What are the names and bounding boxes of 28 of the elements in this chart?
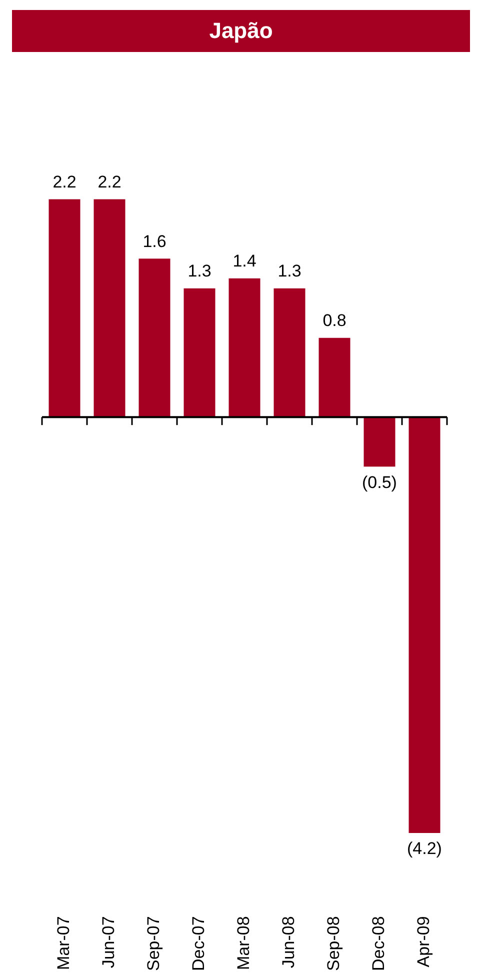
bar <box>408 417 440 833</box>
data-label: 2.2 <box>52 172 76 192</box>
data-label: 1.4 <box>232 252 256 271</box>
bar <box>138 258 170 418</box>
x-tick-label: Apr-09 <box>414 916 434 968</box>
data-label: (0.5) <box>362 472 397 492</box>
data-label: (4.2) <box>407 839 442 858</box>
x-tick-label: Mar-07 <box>54 916 74 970</box>
data-label: 1.3 <box>278 262 302 281</box>
x-tick-label: Sep-07 <box>144 916 164 972</box>
chart-title: Japão <box>12 10 470 52</box>
x-tick-label: Dec-07 <box>189 916 208 971</box>
x-tick-label: Mar-08 <box>234 916 254 970</box>
x-tick-label: Dec-08 <box>369 916 388 971</box>
data-label: 0.8 <box>322 311 346 330</box>
bar <box>48 199 80 418</box>
bar <box>364 417 396 467</box>
bar <box>94 199 126 418</box>
bar <box>228 278 260 418</box>
data-label: 2.2 <box>98 172 122 192</box>
bar <box>318 338 350 418</box>
bar <box>274 288 306 418</box>
data-label: 1.3 <box>188 262 212 281</box>
bar <box>184 288 216 418</box>
x-tick-label: Jun-07 <box>99 916 118 968</box>
data-label: 1.6 <box>142 232 166 251</box>
x-tick-label: Jun-08 <box>279 916 298 968</box>
x-tick-label: Sep-08 <box>324 916 344 972</box>
